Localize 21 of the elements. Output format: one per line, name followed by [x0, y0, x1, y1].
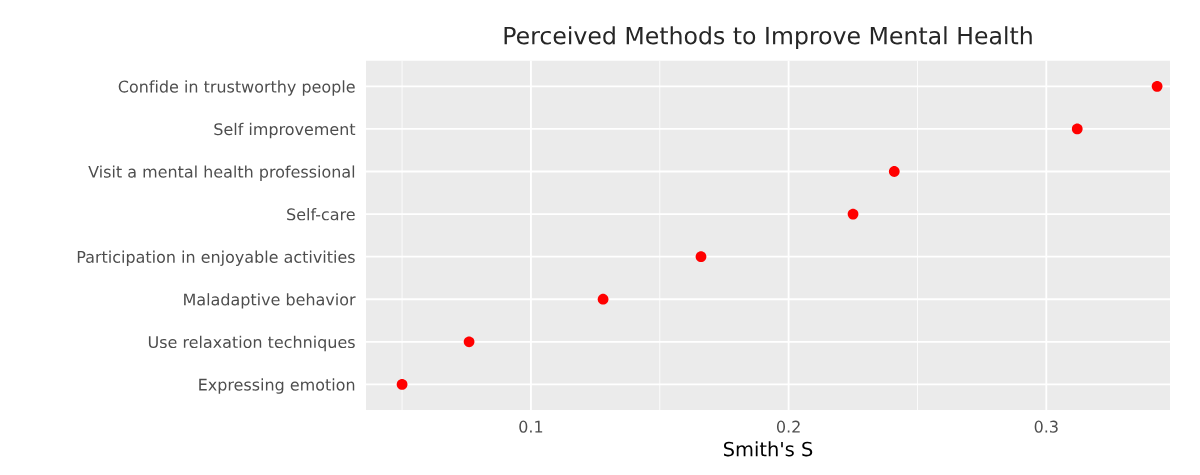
x-tick-label: 0.3 [1034, 420, 1058, 433]
y-tick-label: Confide in trustworthy people [118, 80, 355, 96]
x-axis-title: Smith's S [723, 441, 813, 457]
point [396, 379, 408, 390]
x-tick-label: 0.2 [776, 420, 800, 433]
chart-title: Perceived Methods to Improve Mental Health [504, 26, 1032, 50]
y-tick-label: Participation in enjoyable activities [77, 250, 355, 267]
point [1071, 123, 1083, 135]
y-tick-label: Visit a mental health professional [88, 165, 355, 181]
y-tick-label: Self improvement [214, 122, 356, 139]
point [888, 166, 900, 177]
y-tick-label: Maladaptive behavior [184, 293, 356, 309]
point [847, 208, 859, 220]
y-tick-label: Self-care [287, 208, 355, 221]
point [463, 336, 475, 348]
x-tick-label: 0.1 [519, 420, 543, 433]
point [695, 251, 707, 263]
y-tick-label: Use relaxation techniques [148, 335, 355, 352]
y-tick-label: Expressing emotion [199, 378, 355, 394]
point [597, 293, 609, 305]
point [1151, 80, 1163, 92]
